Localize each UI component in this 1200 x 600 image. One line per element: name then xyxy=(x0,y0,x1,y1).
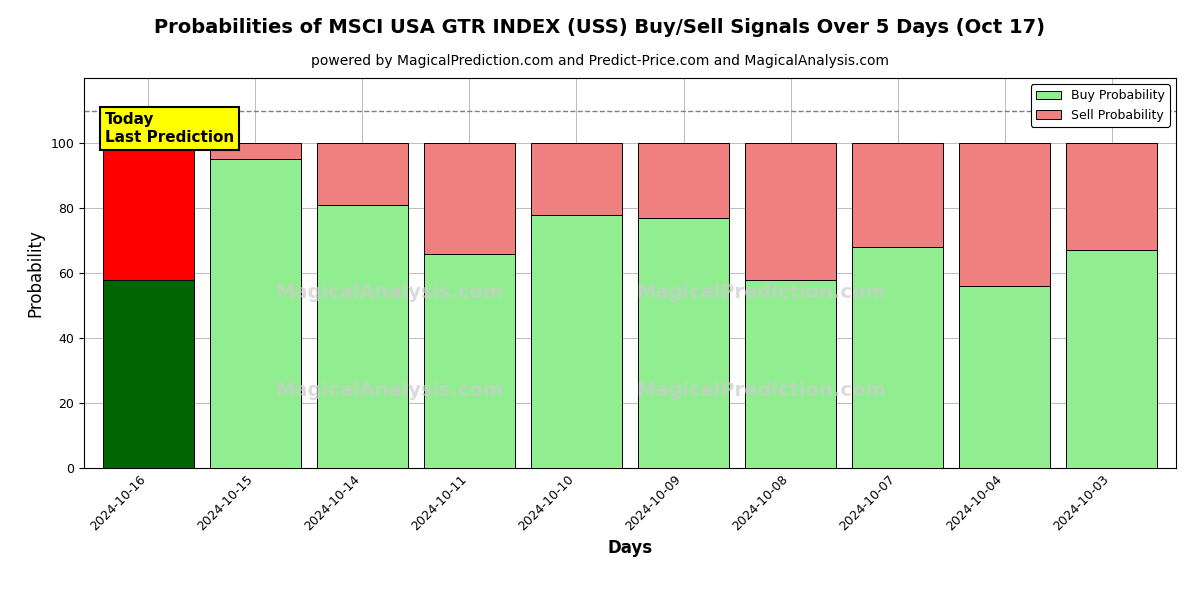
Bar xyxy=(317,143,408,205)
Text: MagicalAnalysis.com: MagicalAnalysis.com xyxy=(276,380,504,400)
Text: powered by MagicalPrediction.com and Predict-Price.com and MagicalAnalysis.com: powered by MagicalPrediction.com and Pre… xyxy=(311,54,889,68)
Text: Probabilities of MSCI USA GTR INDEX (USS) Buy/Sell Signals Over 5 Days (Oct 17): Probabilities of MSCI USA GTR INDEX (USS… xyxy=(155,18,1045,37)
Text: MagicalPrediction.com: MagicalPrediction.com xyxy=(636,283,886,302)
Bar xyxy=(852,247,943,468)
Text: MagicalAnalysis.com: MagicalAnalysis.com xyxy=(276,283,504,302)
Bar xyxy=(959,143,1050,286)
Bar xyxy=(638,143,730,218)
Bar xyxy=(103,280,193,468)
Bar xyxy=(210,159,301,468)
Bar xyxy=(210,143,301,159)
Bar xyxy=(1067,250,1157,468)
Text: MagicalPrediction.com: MagicalPrediction.com xyxy=(636,380,886,400)
Bar xyxy=(745,280,836,468)
Bar xyxy=(959,286,1050,468)
Bar xyxy=(103,143,193,280)
X-axis label: Days: Days xyxy=(607,539,653,557)
Bar xyxy=(530,143,622,214)
Text: Today
Last Prediction: Today Last Prediction xyxy=(104,112,234,145)
Bar xyxy=(530,214,622,468)
Bar xyxy=(317,205,408,468)
Bar xyxy=(424,143,515,253)
Bar xyxy=(1067,143,1157,250)
Bar xyxy=(424,253,515,468)
Bar xyxy=(852,143,943,247)
Bar xyxy=(745,143,836,280)
Legend: Buy Probability, Sell Probability: Buy Probability, Sell Probability xyxy=(1031,84,1170,127)
Y-axis label: Probability: Probability xyxy=(26,229,44,317)
Bar xyxy=(638,218,730,468)
